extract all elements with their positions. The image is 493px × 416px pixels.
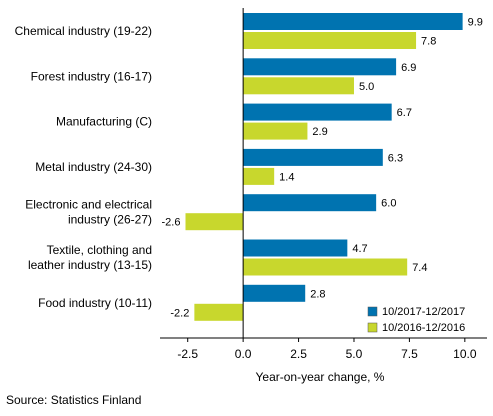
bar-series-1 bbox=[243, 148, 383, 166]
x-tick-label: 7.5 bbox=[401, 347, 418, 361]
x-axis: -2.5 0.0 2.5 5.0 7.5 10.0 bbox=[160, 337, 487, 361]
bar-series-1 bbox=[243, 239, 348, 257]
bar-series-2 bbox=[243, 122, 308, 140]
category-label: industry (26-27) bbox=[68, 213, 152, 227]
x-tick-label: 10.0 bbox=[453, 347, 477, 361]
data-label: 6.0 bbox=[381, 198, 396, 210]
data-label: -2.6 bbox=[162, 217, 181, 229]
bar-series-1 bbox=[243, 284, 306, 302]
data-label: 7.8 bbox=[421, 36, 436, 48]
legend-swatch bbox=[367, 322, 378, 333]
bar-series-1 bbox=[243, 58, 397, 76]
data-label: 7.4 bbox=[412, 262, 427, 274]
category-label: Chemical industry (19-22) bbox=[15, 24, 152, 38]
data-label: 6.9 bbox=[401, 62, 416, 74]
data-label: 5.0 bbox=[359, 81, 374, 93]
bar-series-2 bbox=[243, 32, 417, 49]
category-label: Electronic and electrical bbox=[25, 198, 152, 212]
legend-label: 10/2016-12/2016 bbox=[382, 322, 465, 334]
category-label: Textile, clothing and bbox=[47, 243, 152, 257]
category-label: leather industry (13-15) bbox=[28, 258, 152, 272]
x-tick-label: -2.5 bbox=[177, 347, 198, 361]
data-labels: 9.9 7.8 6.9 5.0 6.7 2.9 6.3 1.4 6.0 -2.6 4.7 7.4 2.8… bbox=[162, 17, 483, 320]
data-label: -2.2 bbox=[170, 307, 189, 319]
legend-swatch bbox=[367, 306, 378, 317]
category-label: Manufacturing (C) bbox=[56, 115, 152, 129]
x-tick-label: 2.5 bbox=[290, 347, 307, 361]
bar-series-1 bbox=[243, 194, 377, 212]
x-tick-label: 5.0 bbox=[346, 347, 363, 361]
bar-series-2 bbox=[243, 167, 275, 185]
bars bbox=[185, 13, 463, 321]
category-label: Metal industry (24-30) bbox=[35, 160, 152, 174]
category-labels: Chemical industry (19-22) Forest industry… bbox=[15, 24, 152, 310]
bar-series-2 bbox=[243, 258, 408, 276]
data-label: 4.7 bbox=[352, 243, 367, 255]
legend: 10/2017-12/2017 10/2016-12/2016 bbox=[367, 306, 465, 334]
data-label: 2.9 bbox=[312, 126, 327, 138]
legend-label: 10/2017-12/2017 bbox=[382, 306, 465, 318]
bar-series-1 bbox=[243, 103, 392, 121]
x-axis-title: Year-on-year change, % bbox=[256, 370, 385, 384]
category-label: Forest industry (16-17) bbox=[31, 69, 152, 83]
data-label: 6.3 bbox=[388, 152, 403, 164]
x-tick-label: 0.0 bbox=[235, 347, 252, 361]
bar-series-2 bbox=[243, 77, 354, 95]
bar-series-2 bbox=[185, 213, 244, 231]
bar-series-2 bbox=[194, 303, 244, 321]
bar-series-1 bbox=[243, 13, 463, 30]
data-label: 1.4 bbox=[279, 171, 294, 183]
data-label: 9.9 bbox=[468, 17, 483, 29]
data-label: 6.7 bbox=[397, 107, 412, 119]
data-label: 2.8 bbox=[310, 288, 325, 300]
category-label: Food industry (10-11) bbox=[38, 296, 152, 310]
source-note: Source: Statistics Finland bbox=[6, 393, 141, 407]
